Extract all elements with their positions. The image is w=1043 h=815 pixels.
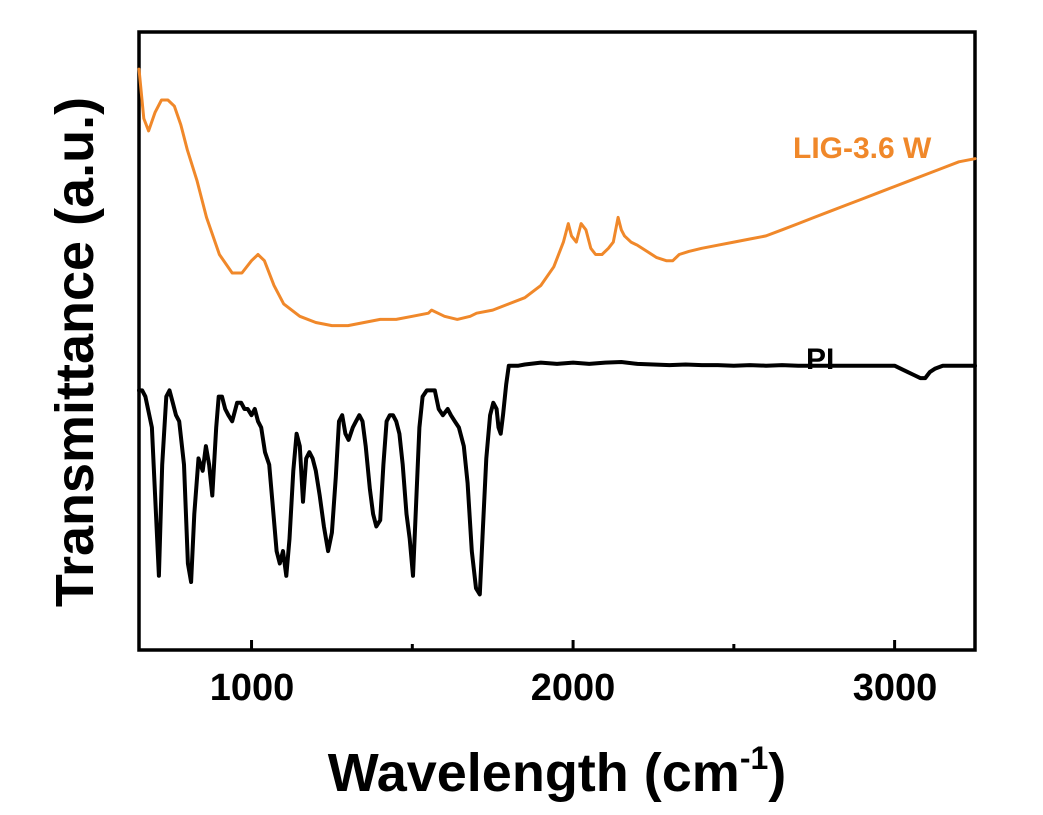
y-axis-title: Transmittance (a.u.): [45, 97, 105, 607]
x-axis-title-close: ): [768, 743, 786, 803]
x-axis-title-superscript: -1: [740, 740, 768, 776]
x-tick-label: 1000: [210, 667, 295, 709]
series-pi-line: [137, 360, 977, 597]
x-tick-label: 3000: [853, 667, 938, 709]
series-lig-line: [137, 67, 977, 328]
x-axis-title-main: Wavelength (cm: [328, 743, 740, 803]
x-axis-ticks: [250, 640, 897, 650]
series-label-pi: PI: [806, 343, 834, 376]
series-label-lig: LIG-3.6 W: [793, 132, 932, 165]
plot-area: LIG-3.6 W PI: [137, 30, 977, 652]
plot-frame: [137, 30, 977, 652]
x-tick-label: 2000: [531, 667, 616, 709]
x-axis-title: Wavelength (cm-1): [328, 740, 787, 803]
x-tick-labels: 1000 2000 3000: [210, 667, 938, 709]
